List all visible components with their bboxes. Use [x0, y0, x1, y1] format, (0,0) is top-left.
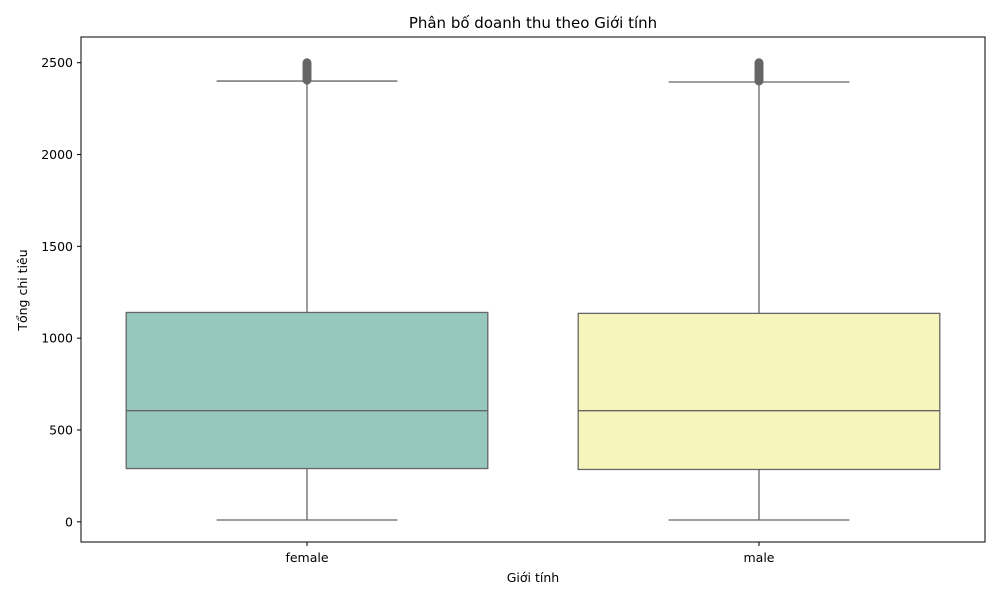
y-tick-label: 1000 — [41, 331, 73, 346]
x-axis: female male — [285, 542, 775, 565]
plot-frame — [80, 36, 986, 543]
outlier-point — [302, 58, 312, 68]
y-tick-label: 1500 — [41, 239, 73, 254]
outlier-point — [754, 58, 764, 68]
box-male — [577, 312, 941, 471]
y-tick-label: 0 — [65, 514, 73, 529]
y-tick-label: 500 — [49, 422, 73, 437]
plot-area — [125, 58, 941, 521]
chart-title: Phân bố doanh thu theo Giới tính — [409, 14, 657, 32]
x-axis-label: Giới tính — [507, 570, 559, 585]
box-group-male — [577, 58, 941, 521]
box-group-female — [125, 58, 489, 521]
y-tick-label: 2500 — [41, 55, 73, 70]
x-tick-label-male: male — [744, 550, 775, 565]
y-tick-label: 2000 — [41, 147, 73, 162]
y-axis-label: Tổng chi tiêu — [15, 249, 30, 331]
box-female — [125, 311, 489, 470]
y-axis: 0 500 1000 1500 2000 2500 — [41, 55, 81, 529]
x-tick-label-female: female — [285, 550, 328, 565]
